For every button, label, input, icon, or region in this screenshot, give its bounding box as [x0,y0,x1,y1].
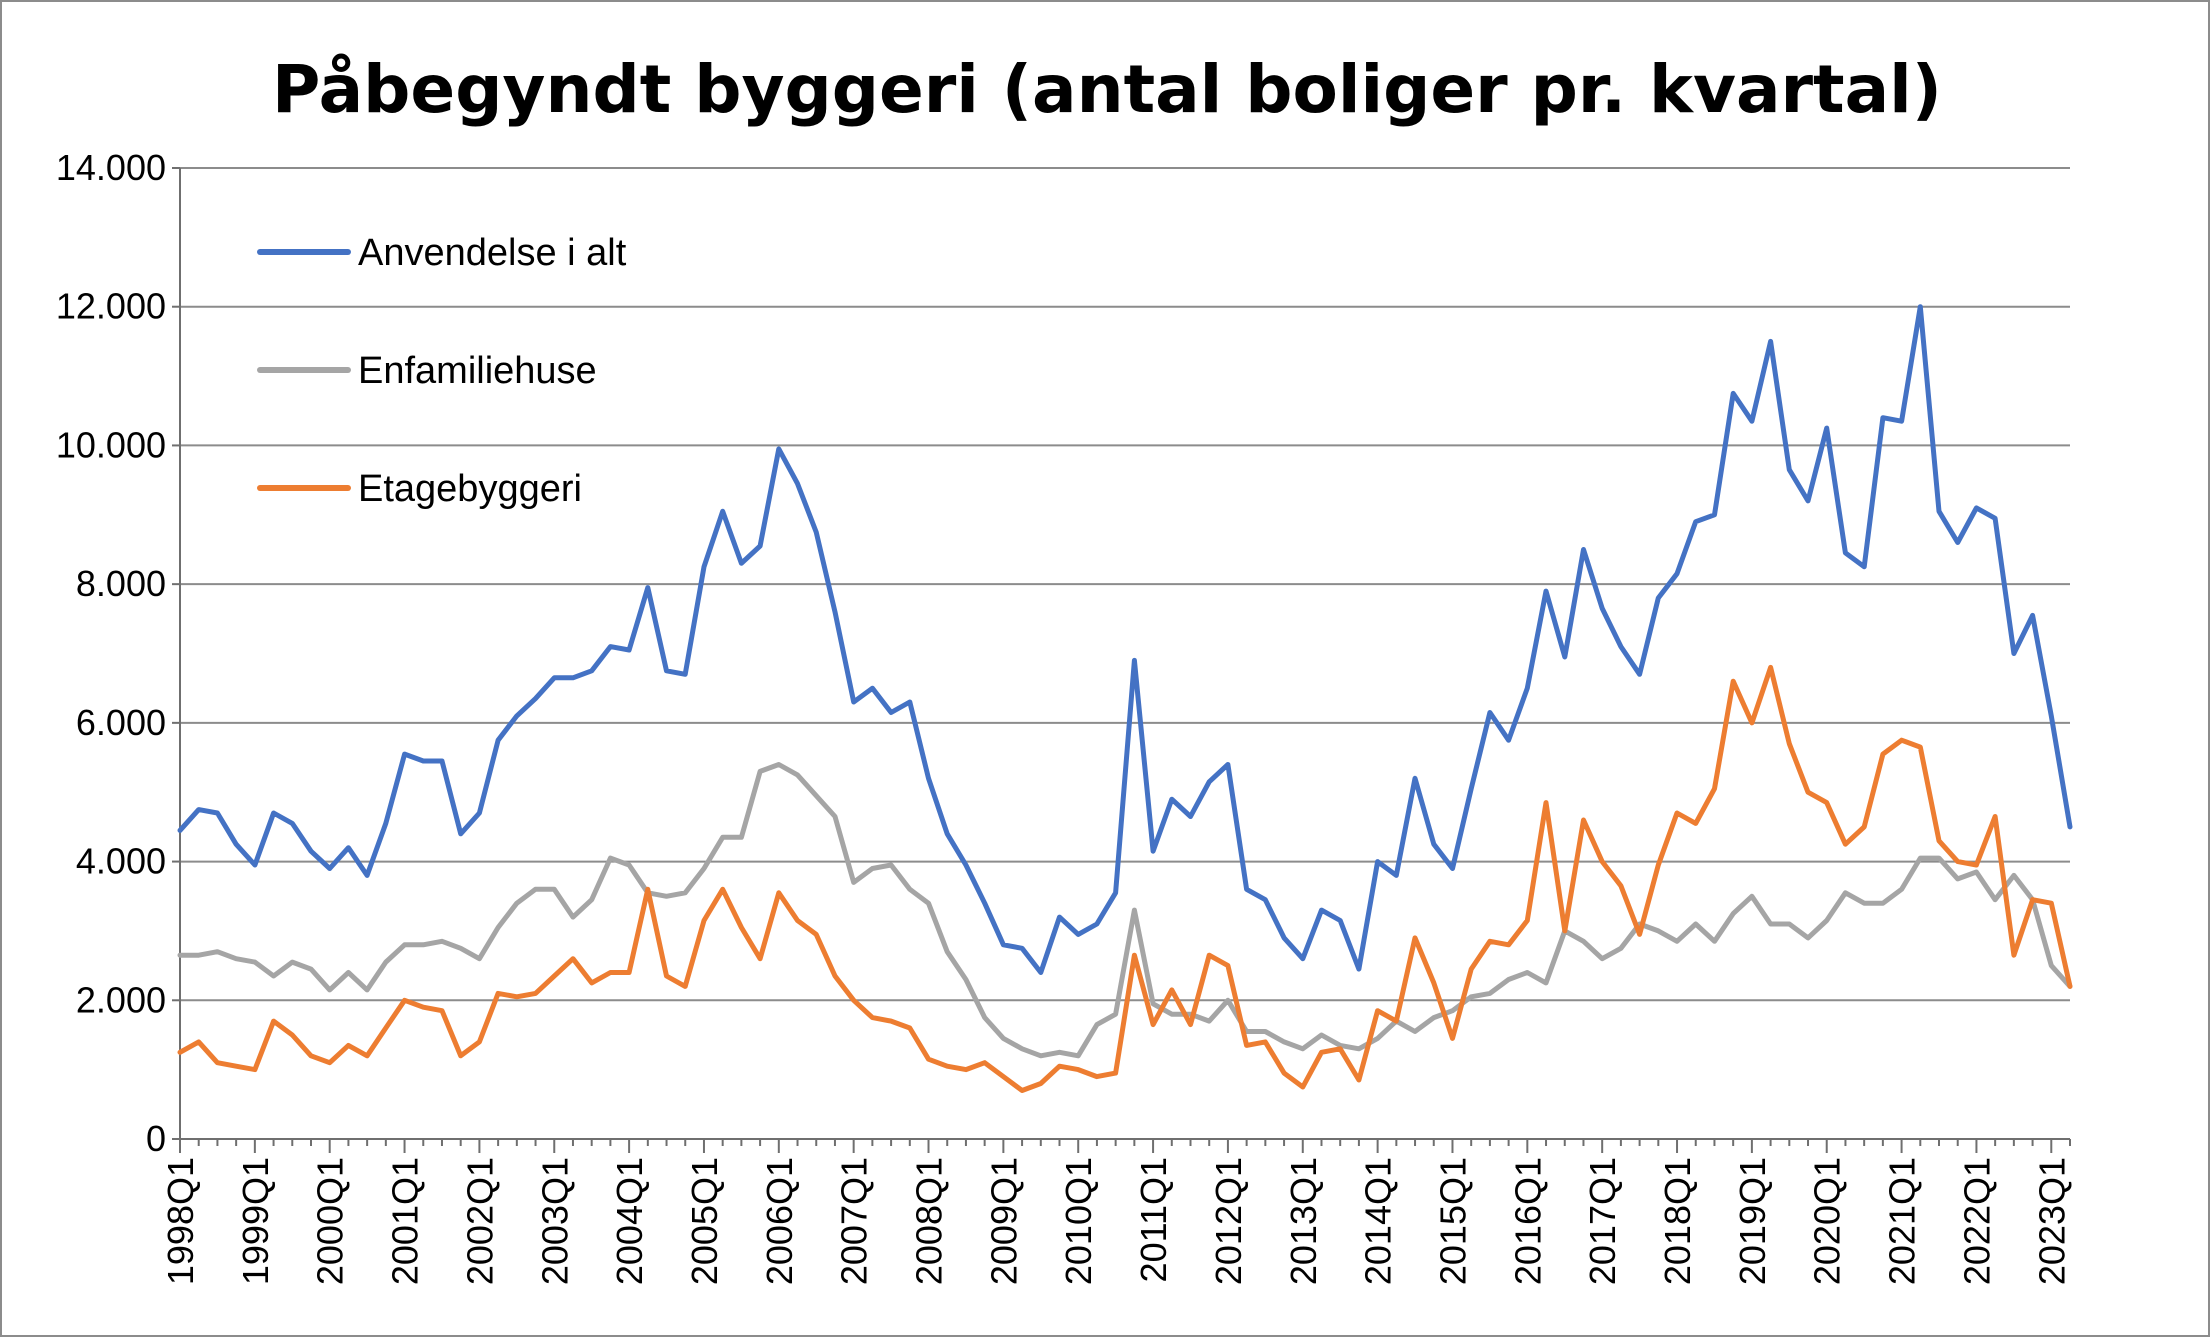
legend-label: Enfamiliehuse [358,350,597,392]
x-tick-label: 2002Q1 [459,1157,500,1285]
x-tick-label: 2016Q1 [1507,1157,1548,1285]
y-tick-label: 10.000 [56,424,166,465]
series-line-2 [177,762,2073,1059]
y-tick-label: 14.000 [56,147,166,188]
y-tick-label: 12.000 [56,286,166,327]
series-line-1 [177,304,2073,975]
chart-title: Påbegyndt byggeri (antal boliger pr. kva… [272,51,1942,128]
series-line-3 [177,664,2073,1093]
x-tick-label: 2001Q1 [385,1157,426,1285]
x-tick-label: 2018Q1 [1657,1157,1698,1285]
x-tick-label: 2010Q1 [1058,1157,1099,1285]
x-tick-label: 1998Q1 [160,1157,201,1285]
y-tick-labels: 0 2.000 4.000 6.000 8.000 10.000 12.000 14.000 [56,147,166,1159]
x-tick-label: 2022Q1 [1956,1157,1997,1285]
x-tick-label: 2014Q1 [1358,1157,1399,1285]
x-tick-label: 2004Q1 [609,1157,650,1285]
y-tick-label: 0 [146,1118,166,1159]
y-tick-label: 6.000 [76,702,166,743]
x-tick-label: 2007Q1 [834,1157,875,1285]
y-tick-label: 4.000 [76,841,166,882]
legend: Anvendelse i alt Enfamiliehuse Etagebygger… [257,232,627,510]
y-tick-label: 8.000 [76,563,166,604]
x-tick-label: 2012Q1 [1208,1157,1249,1285]
legend-label: Etagebyggeri [358,468,582,510]
gridlines [180,167,2070,1002]
x-tick-label: 2019Q1 [1732,1157,1773,1285]
y-tick-label: 2.000 [76,979,166,1020]
x-tick-label: 2000Q1 [310,1157,351,1285]
x-tick-label: 1999Q1 [235,1157,276,1285]
legend-label: Anvendelse i alt [358,232,627,274]
x-tick-label: 2009Q1 [983,1157,1024,1285]
axes [172,167,2071,1153]
x-tick-label: 2008Q1 [909,1157,950,1285]
x-tick-label: 2005Q1 [684,1157,725,1285]
x-tick-label: 2015Q1 [1432,1157,1473,1285]
x-tick-label: 2023Q1 [2031,1157,2072,1285]
x-tick-label: 2017Q1 [1582,1157,1623,1285]
x-tick-labels: 1998Q1 1999Q1 2000Q1 2001Q1 2002Q1 2003Q1 2004… [160,1157,2072,1285]
series-lines [177,304,2073,1093]
x-tick-label: 2013Q1 [1283,1157,1324,1285]
x-tick-label: 2021Q1 [1882,1157,1923,1285]
x-tick-label: 2006Q1 [759,1157,800,1285]
x-tick-label: 2011Q1 [1133,1157,1174,1282]
x-tick-label: 2020Q1 [1807,1157,1848,1285]
x-tick-label: 2003Q1 [534,1157,575,1285]
